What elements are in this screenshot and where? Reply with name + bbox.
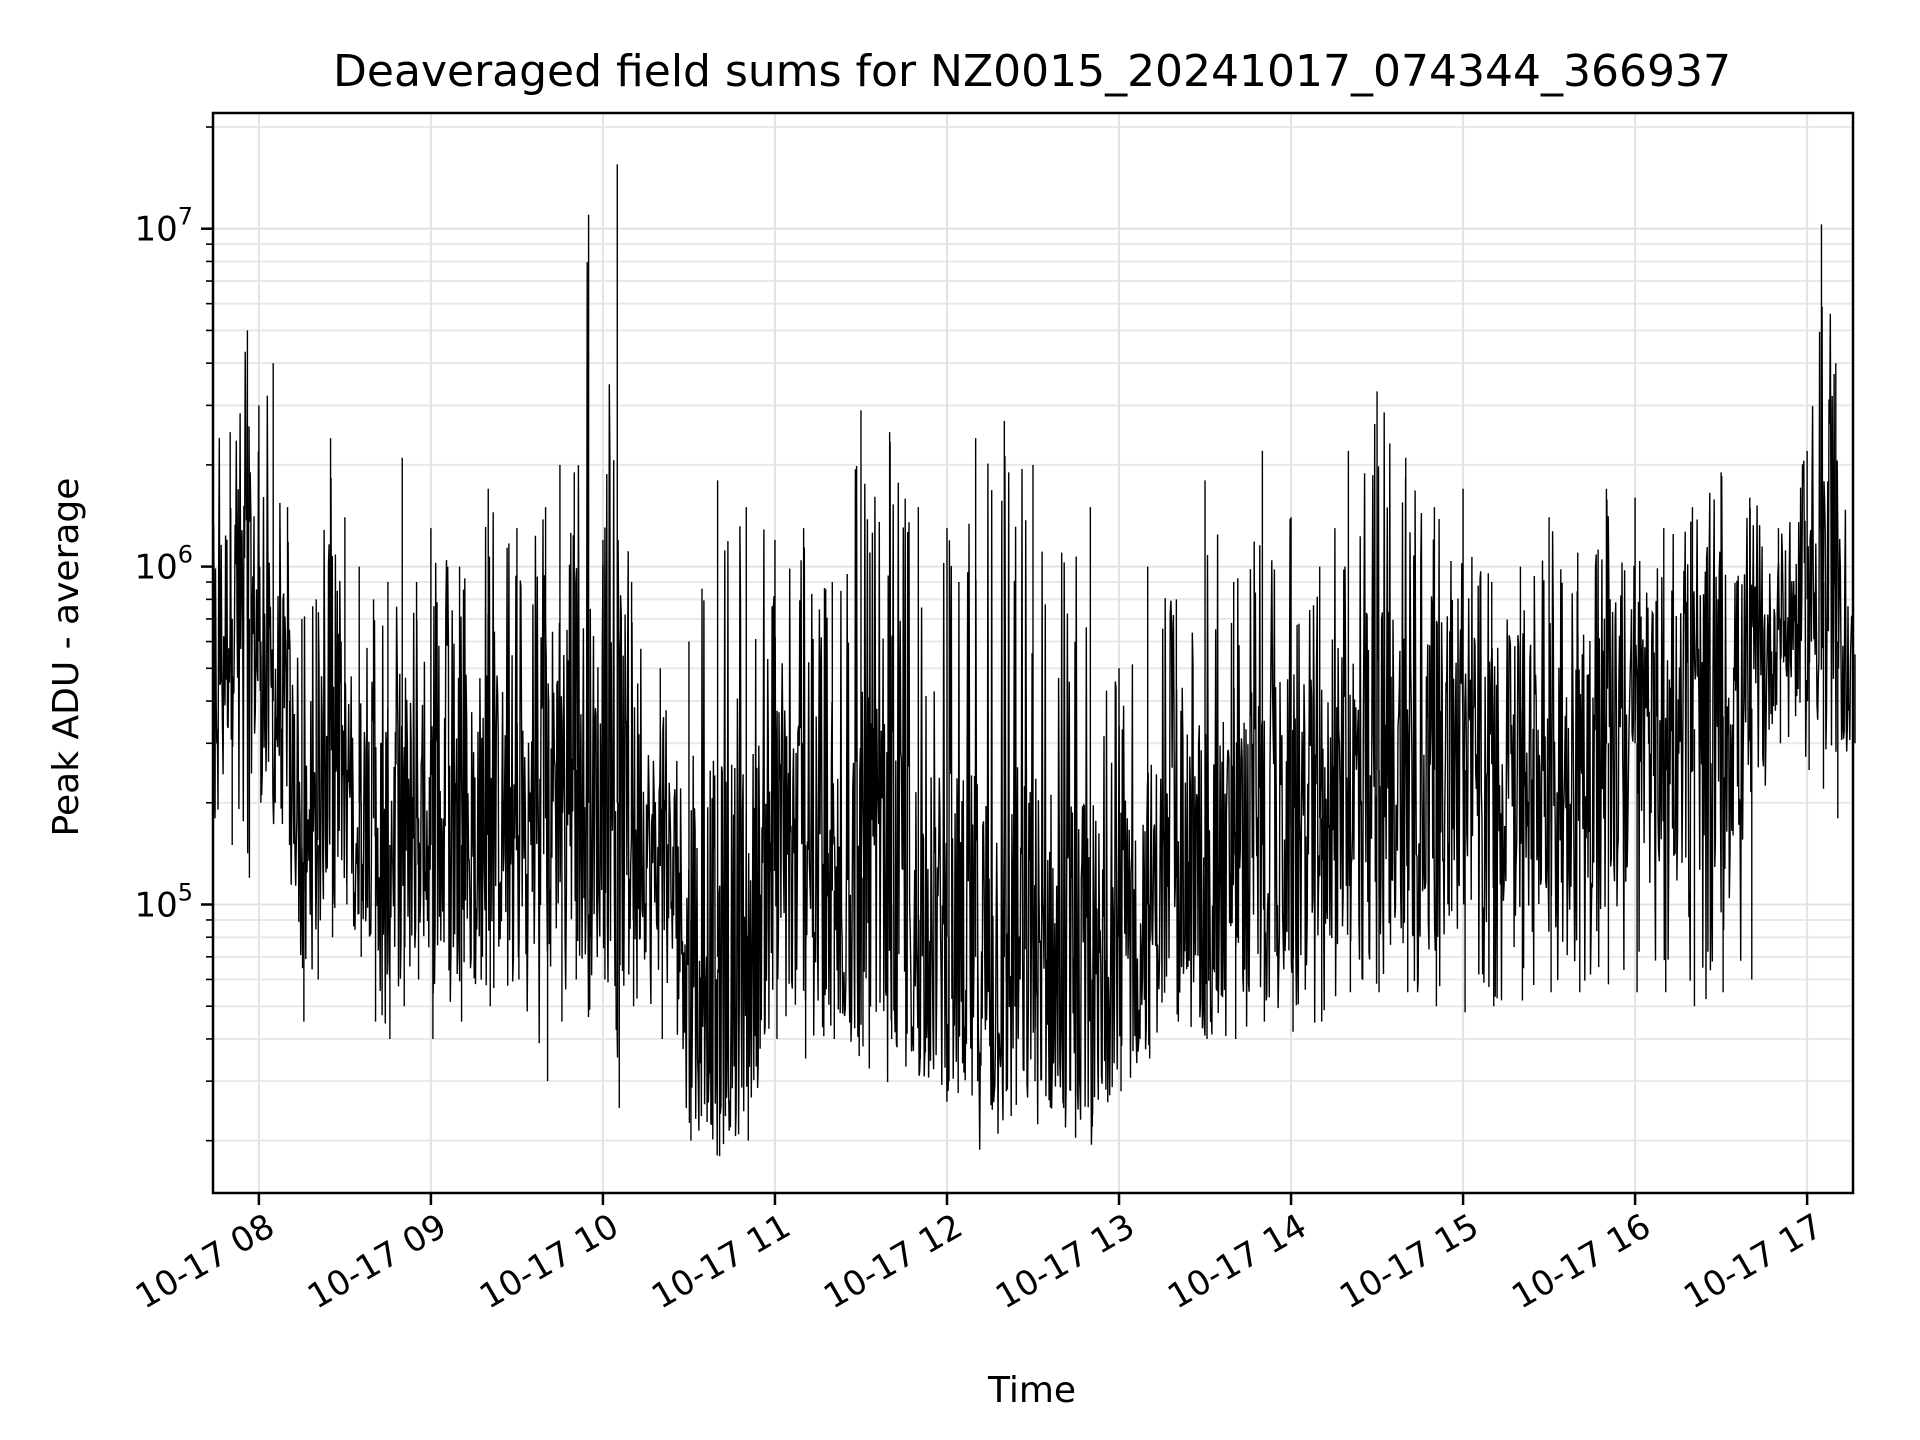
series-0-line bbox=[212, 164, 1856, 1157]
y-tick-label: 106 bbox=[134, 541, 193, 588]
y-tick-label-exponent: 7 bbox=[178, 203, 193, 231]
y-tick-label-base: 10 bbox=[134, 548, 177, 588]
y-axis-label: Peak ADU - average bbox=[46, 478, 87, 837]
plot-frame bbox=[211, 111, 1855, 1195]
y-tick-label-base: 10 bbox=[134, 885, 177, 925]
y-tick-label: 105 bbox=[134, 878, 193, 925]
y-tick-label-base: 10 bbox=[134, 210, 177, 250]
y-tick-label-exponent: 5 bbox=[178, 878, 193, 906]
x-axis-label: Time bbox=[987, 1370, 1076, 1411]
y-tick-label: 107 bbox=[134, 203, 193, 250]
chart-title: Deaveraged field sums for NZ0015_2024101… bbox=[333, 46, 1731, 97]
y-tick-label-exponent: 6 bbox=[178, 541, 193, 569]
